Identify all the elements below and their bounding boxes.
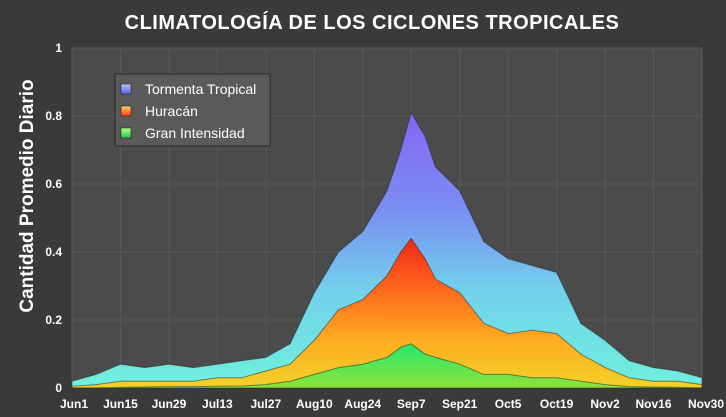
x-tick-label: Sep7 xyxy=(397,397,426,411)
legend-swatch xyxy=(120,127,132,139)
x-tick-label: Sep21 xyxy=(442,397,478,411)
legend-box xyxy=(114,73,271,147)
areas xyxy=(71,111,703,389)
chart-title: CLIMATOLOGÍA DE LOS CICLONES TROPICALES xyxy=(125,11,620,34)
area-huracan xyxy=(71,237,703,389)
area-gran-intensidad xyxy=(72,343,703,389)
y-axis-label: Cantidad Promedio Diario xyxy=(17,79,38,312)
x-tick-label: Nov30 xyxy=(688,397,724,411)
legend-label: Huracán xyxy=(145,103,198,119)
x-tick-label: Jul13 xyxy=(202,397,233,411)
legend-swatch xyxy=(120,83,132,95)
x-tick-label: Aug24 xyxy=(344,397,381,411)
legend-item-tormenta-tropical: Tormenta Tropical xyxy=(120,81,256,97)
y-tick-label: 0.6 xyxy=(45,177,62,191)
x-tick-label: Oct19 xyxy=(540,397,574,411)
legend-label: Gran Intensidad xyxy=(145,125,245,141)
x-tick-label: Nov2 xyxy=(590,397,620,411)
x-tick-label: Jun1 xyxy=(60,397,88,411)
legend-label: Tormenta Tropical xyxy=(145,81,256,97)
y-tick-label: 0.2 xyxy=(45,313,62,327)
x-tick-label: Jun15 xyxy=(103,397,138,411)
x-tick-label: Jun29 xyxy=(152,397,187,411)
legend: Tormenta Tropical Huracán Gran Intensidad xyxy=(114,73,271,147)
y-tick-label: 1 xyxy=(55,41,62,55)
legend-item-huracan: Huracán xyxy=(120,103,198,119)
x-tick-label: Nov16 xyxy=(636,397,672,411)
y-tick-label: 0.4 xyxy=(45,245,62,259)
legend-item-gran-intensidad: Gran Intensidad xyxy=(120,125,245,141)
y-tick-label: 0.8 xyxy=(45,109,62,123)
x-tick-label: Jul27 xyxy=(251,397,282,411)
y-axis: 0 0.2 0.4 0.6 0.8 1 xyxy=(45,41,62,395)
x-tick-label: Oct5 xyxy=(495,397,522,411)
area-tormenta-tropical xyxy=(71,111,703,389)
x-tick-label: Aug10 xyxy=(296,397,333,411)
x-axis: Jun1 Jun15 Jun29 Jul13 Jul27 Aug10 Aug24 Sep7 Se… xyxy=(60,397,724,411)
legend-swatch xyxy=(120,105,132,117)
y-tick-label: 0 xyxy=(55,381,62,395)
